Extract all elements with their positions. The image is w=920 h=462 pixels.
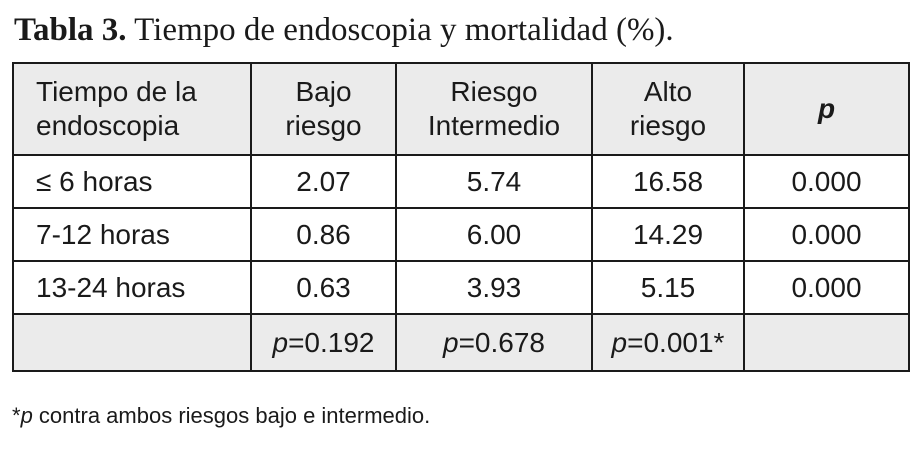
cell-intermediate: 3.93 xyxy=(395,260,593,315)
footnote-star: * xyxy=(12,403,21,428)
cell-high: 14.29 xyxy=(591,207,745,262)
cell-low: 2.07 xyxy=(250,154,397,209)
row-label: ≤ 6 horas xyxy=(12,154,252,209)
header-p: p xyxy=(743,62,910,156)
mortality-table: Tiempo de la endoscopia Bajo riesgo Ries… xyxy=(12,62,910,372)
row-label: 13-24 horas xyxy=(12,260,252,315)
caption-text: Tiempo de endoscopia y mortalidad (%). xyxy=(126,12,674,48)
cell-low: 0.63 xyxy=(250,260,397,315)
table-row: 13-24 horas 0.63 3.93 5.15 0.000 xyxy=(12,260,910,315)
cell-intermediate: 6.00 xyxy=(395,207,593,262)
header-low-risk: Bajo riesgo xyxy=(250,62,397,156)
caption-label: Tabla 3. xyxy=(14,12,127,48)
pvalue-intermediate: p=0.678 xyxy=(395,313,593,372)
footnote-text: contra ambos riesgos bajo e intermedio. xyxy=(32,403,431,428)
cell-p: 0.000 xyxy=(743,260,910,315)
pvalue-low: p=0.192 xyxy=(250,313,397,372)
cell-high: 16.58 xyxy=(591,154,745,209)
cell-intermediate: 5.74 xyxy=(395,154,593,209)
cell-p: 0.000 xyxy=(743,154,910,209)
table-row: ≤ 6 horas 2.07 5.74 16.58 0.000 xyxy=(12,154,910,209)
header-high-risk: Alto riesgo xyxy=(591,62,745,156)
pvalue-row: p=0.192 p=0.678 p=0.001* xyxy=(12,313,910,372)
header-time: Tiempo de la endoscopia xyxy=(12,62,252,156)
pvalue-empty-label xyxy=(12,313,252,372)
cell-high: 5.15 xyxy=(591,260,745,315)
row-label: 7-12 horas xyxy=(12,207,252,262)
pvalue-empty-p xyxy=(743,313,910,372)
table-footnote: *p contra ambos riesgos bajo e intermedi… xyxy=(12,402,430,430)
header-row: Tiempo de la endoscopia Bajo riesgo Ries… xyxy=(12,62,910,156)
cell-low: 0.86 xyxy=(250,207,397,262)
cell-p: 0.000 xyxy=(743,207,910,262)
header-intermediate-risk: Riesgo Intermedio xyxy=(395,62,593,156)
table-caption: Tabla 3. Tiempo de endoscopia y mortalid… xyxy=(14,10,674,50)
footnote-p: p xyxy=(20,403,33,428)
table-row: 7-12 horas 0.86 6.00 14.29 0.000 xyxy=(12,207,910,262)
pvalue-high: p=0.001* xyxy=(591,313,745,372)
